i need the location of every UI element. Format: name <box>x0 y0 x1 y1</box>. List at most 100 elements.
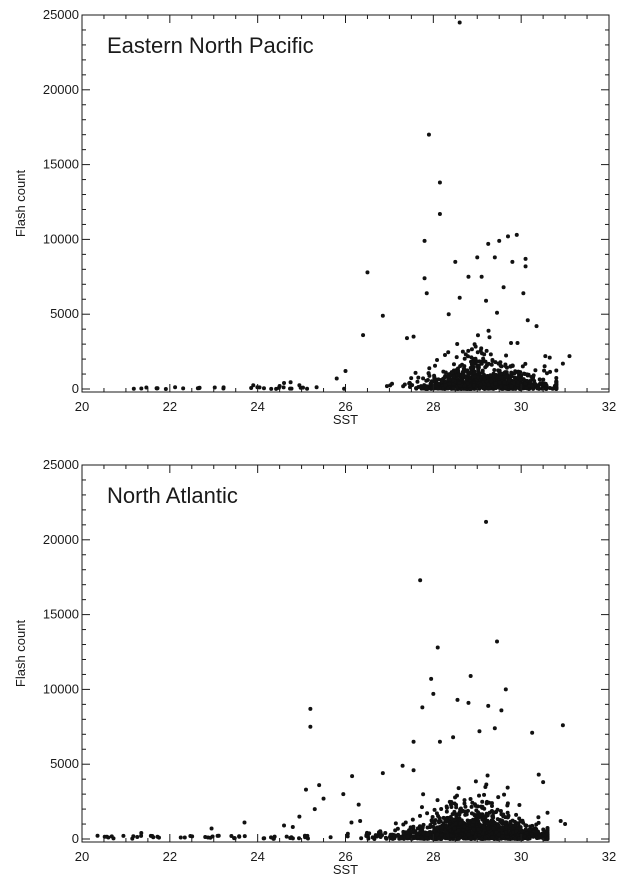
data-point <box>442 375 447 380</box>
data-point <box>370 835 375 840</box>
y-tick-label: 20000 <box>43 82 79 97</box>
data-point <box>554 385 559 390</box>
data-point <box>462 809 467 814</box>
data-point <box>517 803 522 808</box>
data-point <box>488 373 493 378</box>
data-point <box>494 830 499 835</box>
y-tick-label: 20000 <box>43 532 79 547</box>
data-point <box>469 347 474 352</box>
data-point <box>297 383 302 388</box>
data-point <box>495 639 500 644</box>
data-point <box>492 373 497 378</box>
data-point <box>395 826 400 831</box>
data-point <box>451 735 456 740</box>
data-point <box>106 835 111 840</box>
data-point <box>297 814 302 819</box>
data-point <box>356 802 361 807</box>
data-point <box>436 836 441 841</box>
data-point <box>536 815 541 820</box>
data-point <box>426 132 431 137</box>
data-point <box>503 687 508 692</box>
data-point <box>486 703 491 708</box>
data-point <box>525 318 530 323</box>
data-point <box>341 792 346 797</box>
data-point <box>453 821 458 826</box>
data-point <box>462 824 467 829</box>
data-point <box>419 386 424 391</box>
data-point <box>483 835 488 840</box>
data-point <box>444 809 449 814</box>
data-point <box>466 274 471 279</box>
data-point <box>378 835 383 840</box>
data-point <box>496 795 501 800</box>
data-point <box>501 285 506 290</box>
x-tick-label: 20 <box>75 399 89 414</box>
data-point <box>545 810 550 815</box>
data-point <box>345 831 350 836</box>
data-point <box>437 180 442 185</box>
data-point <box>308 706 313 711</box>
data-point <box>470 822 475 827</box>
data-point <box>389 836 394 841</box>
tick-marks-layer <box>81 14 610 392</box>
data-point <box>334 376 339 381</box>
y-axis-label: Flash count <box>13 620 28 688</box>
data-point <box>188 834 193 839</box>
data-point <box>548 369 553 374</box>
data-point <box>439 825 444 830</box>
data-point <box>433 383 438 388</box>
data-point <box>481 825 486 830</box>
data-point <box>421 831 426 836</box>
panel-north-atlantic: 0 5000 10000 15000 20000 25000 20 22 24 26 28 30 32… <box>13 457 616 877</box>
data-point <box>479 274 484 279</box>
data-point <box>444 823 449 828</box>
data-point <box>261 386 266 391</box>
data-point <box>519 384 524 389</box>
data-point <box>471 827 476 832</box>
data-point <box>541 836 546 841</box>
data-point <box>443 370 448 375</box>
data-point <box>289 386 294 391</box>
data-point <box>492 255 497 260</box>
data-point <box>503 385 508 390</box>
data-point <box>509 340 514 345</box>
data-point <box>534 836 539 841</box>
data-point <box>475 333 480 338</box>
data-point <box>448 833 453 838</box>
y-tick-label: 10000 <box>43 681 79 696</box>
data-point <box>503 364 508 369</box>
data-point <box>399 836 404 841</box>
data-point <box>535 386 540 391</box>
data-point <box>383 831 388 836</box>
data-point <box>277 384 282 389</box>
data-point <box>488 352 493 357</box>
data-point <box>433 363 438 368</box>
data-point <box>457 380 462 385</box>
data-point <box>282 381 287 386</box>
data-point <box>242 834 247 839</box>
data-point <box>418 578 423 583</box>
data-point <box>139 386 144 391</box>
data-point <box>554 376 559 381</box>
y-tick-label: 0 <box>72 381 79 396</box>
data-point <box>257 385 262 390</box>
x-tick-label: 28 <box>426 399 440 414</box>
panel-title: Eastern North Pacific <box>107 33 314 58</box>
data-point <box>558 819 563 824</box>
data-point <box>460 373 465 378</box>
data-point <box>492 367 497 372</box>
data-point <box>449 799 454 804</box>
data-point <box>464 826 469 831</box>
x-tick-label: 22 <box>163 849 177 864</box>
data-point <box>450 370 455 375</box>
data-point <box>510 363 515 368</box>
data-point <box>328 835 333 840</box>
data-point <box>477 793 482 798</box>
data-point <box>473 779 478 784</box>
data-point <box>479 351 484 356</box>
data-point <box>505 234 510 239</box>
x-axis-label: SST <box>333 862 358 877</box>
data-point <box>463 804 468 809</box>
data-point <box>451 385 456 390</box>
data-point <box>182 835 187 840</box>
